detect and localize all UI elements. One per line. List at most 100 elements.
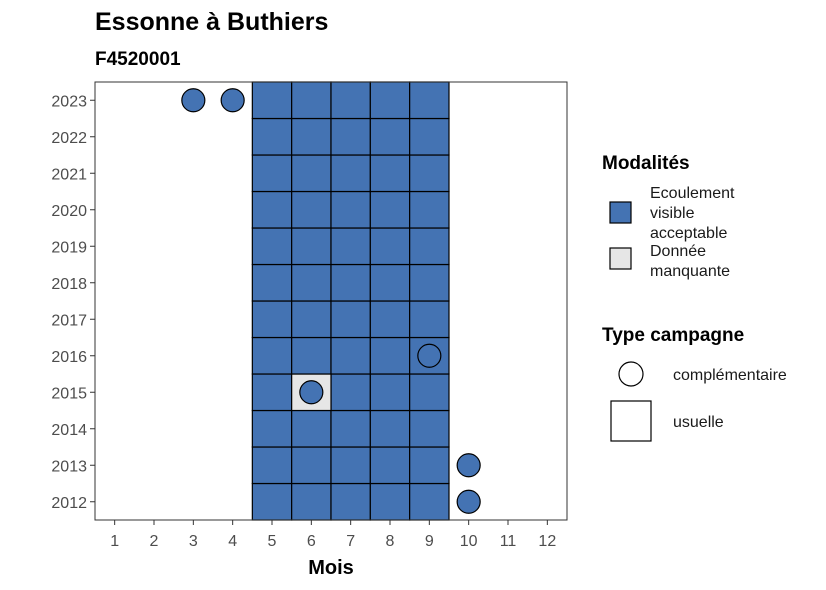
cell-2021-9 bbox=[409, 154, 450, 193]
y-tick-label-2022: 2022 bbox=[51, 130, 87, 147]
x-axis-ticks: 1 2 3 4 5 6 7 8 9 10 11 12 bbox=[110, 520, 556, 550]
cell-2019-6 bbox=[291, 227, 332, 266]
cell-2013-9 bbox=[409, 446, 450, 485]
x-tick-label-11: 11 bbox=[500, 533, 517, 550]
cell-2019-9 bbox=[409, 227, 450, 266]
x-tick-label-2: 2 bbox=[150, 533, 159, 550]
point-2023-4 bbox=[220, 88, 245, 113]
cell-2014-9 bbox=[409, 409, 450, 448]
cell-2019-8 bbox=[369, 227, 411, 266]
panel-border bbox=[94, 81, 568, 521]
legend-key-donnee-manquante bbox=[609, 247, 632, 270]
cell-2018-5 bbox=[251, 263, 293, 302]
y-tick-label-2020: 2020 bbox=[51, 203, 87, 220]
x-tick-label-4: 4 bbox=[228, 533, 237, 550]
legend-modalites-title: Modalités bbox=[602, 153, 690, 174]
x-axis-title: Mois bbox=[308, 557, 354, 579]
cell-2018-7 bbox=[330, 263, 371, 302]
y-tick-label-2016: 2016 bbox=[51, 349, 87, 366]
y-tick-label-2017: 2017 bbox=[51, 312, 87, 329]
y-tick-label-2023: 2023 bbox=[51, 93, 87, 110]
legend: Modalités Ecoulement visible acceptable … bbox=[602, 153, 787, 442]
cell-2021-6 bbox=[291, 154, 332, 193]
legend-label-donnee-2: manquante bbox=[650, 263, 730, 280]
chart-subtitle: F4520001 bbox=[95, 49, 181, 70]
point-2013-10 bbox=[456, 453, 481, 478]
cell-2019-7 bbox=[330, 227, 371, 266]
chart-title: Essonne à Buthiers bbox=[95, 8, 328, 36]
x-tick-label-10: 10 bbox=[460, 533, 478, 550]
cell-2021-5 bbox=[251, 154, 293, 193]
cell-2014-8 bbox=[369, 409, 411, 448]
x-tick-label-6: 6 bbox=[307, 533, 316, 550]
cell-2015-8 bbox=[369, 373, 411, 412]
cell-2014-5 bbox=[251, 409, 293, 448]
legend-key-usuelle bbox=[610, 400, 652, 442]
cell-2018-8 bbox=[369, 263, 411, 302]
y-tick-label-2013: 2013 bbox=[51, 458, 87, 475]
x-tick-label-7: 7 bbox=[346, 533, 355, 550]
x-tick-label-8: 8 bbox=[386, 533, 395, 550]
cell-2023-9 bbox=[409, 81, 450, 120]
legend-label-donnee-1: Donnée bbox=[650, 243, 706, 260]
cell-2022-8 bbox=[369, 117, 411, 156]
cell-2023-5 bbox=[251, 81, 293, 120]
cell-2015-5 bbox=[251, 373, 293, 412]
cell-2022-6 bbox=[291, 117, 332, 156]
cell-2012-8 bbox=[369, 482, 411, 521]
x-tick-label-5: 5 bbox=[268, 533, 277, 550]
cell-2015-9 bbox=[409, 373, 450, 412]
cell-2013-7 bbox=[330, 446, 371, 485]
y-tick-label-2019: 2019 bbox=[51, 239, 87, 256]
y-axis-ticks: 2012 2013 2014 2015 2016 2017 2018 2019 2020 2021… bbox=[51, 93, 95, 512]
cell-2020-7 bbox=[330, 190, 371, 229]
cell-2016-7 bbox=[330, 336, 371, 375]
cell-2020-8 bbox=[369, 190, 411, 229]
cell-2017-6 bbox=[291, 300, 332, 339]
legend-label-ecoulement-2: visible bbox=[650, 205, 695, 222]
complementary-points bbox=[181, 88, 481, 514]
heatmap-cells bbox=[251, 81, 450, 521]
cell-2012-9 bbox=[409, 482, 450, 521]
cell-2017-9 bbox=[409, 300, 450, 339]
cell-2012-5 bbox=[251, 482, 293, 521]
cell-2018-6 bbox=[291, 263, 332, 302]
cell-2013-6 bbox=[291, 446, 332, 485]
cell-2023-6 bbox=[291, 81, 332, 120]
y-tick-label-2015: 2015 bbox=[51, 385, 87, 402]
cell-2012-6 bbox=[291, 482, 332, 521]
y-tick-label-2014: 2014 bbox=[51, 422, 87, 439]
cell-2016-8 bbox=[369, 336, 411, 375]
legend-key-complementaire bbox=[618, 361, 644, 387]
cell-2017-8 bbox=[369, 300, 411, 339]
cell-2020-5 bbox=[251, 190, 293, 229]
legend-label-usuelle: usuelle bbox=[673, 414, 724, 431]
cell-2019-5 bbox=[251, 227, 293, 266]
cell-2023-7 bbox=[330, 81, 371, 120]
cell-2022-5 bbox=[251, 117, 293, 156]
point-2012-10 bbox=[456, 489, 481, 514]
point-2015-6 bbox=[299, 380, 324, 405]
cell-2016-6 bbox=[291, 336, 332, 375]
x-tick-label-12: 12 bbox=[538, 533, 556, 550]
cell-2014-7 bbox=[330, 409, 371, 448]
x-tick-label-3: 3 bbox=[189, 533, 198, 550]
y-tick-label-2018: 2018 bbox=[51, 276, 87, 293]
y-tick-label-2012: 2012 bbox=[51, 495, 87, 512]
cell-2014-6 bbox=[291, 409, 332, 448]
cell-2021-8 bbox=[369, 154, 411, 193]
legend-type-title: Type campagne bbox=[602, 325, 744, 346]
legend-key-ecoulement bbox=[609, 201, 632, 224]
cell-2020-6 bbox=[291, 190, 332, 229]
cell-2016-5 bbox=[251, 336, 293, 375]
cell-2013-5 bbox=[251, 446, 293, 485]
cell-2021-7 bbox=[330, 154, 371, 193]
cell-2012-7 bbox=[330, 482, 371, 521]
cell-2023-8 bbox=[369, 81, 411, 120]
cell-2015-7 bbox=[330, 373, 371, 412]
point-2016-9 bbox=[417, 343, 442, 368]
cell-2018-9 bbox=[409, 263, 450, 302]
cell-2022-7 bbox=[330, 117, 371, 156]
x-tick-label-9: 9 bbox=[425, 533, 434, 550]
